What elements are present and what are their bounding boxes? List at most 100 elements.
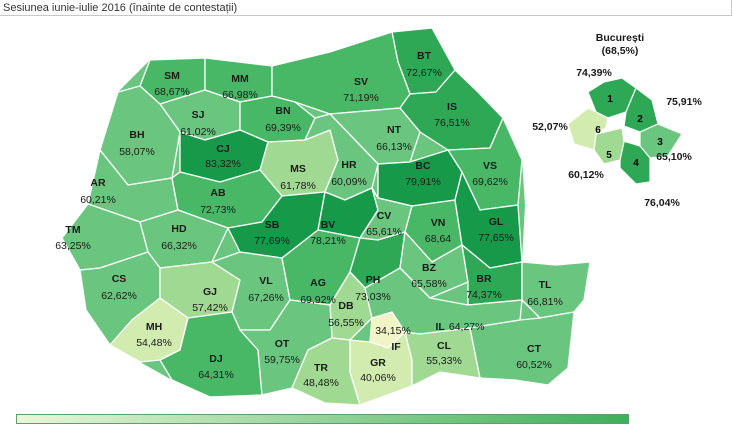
county-value-bh: 58,07% bbox=[119, 146, 155, 158]
county-code-is: IS bbox=[447, 101, 457, 113]
county-value-vn: 68,64 bbox=[425, 233, 451, 245]
sector-3-value: 65,10% bbox=[656, 151, 692, 163]
county-value-tl: 66,81% bbox=[527, 296, 563, 308]
county-code-vl: VL bbox=[259, 275, 273, 287]
county-value-cv: 65,61% bbox=[366, 226, 402, 238]
county-value-br: 74,37% bbox=[466, 289, 502, 301]
county-value-cl: 55,33% bbox=[426, 355, 462, 367]
county-value-mh: 54,48% bbox=[136, 337, 172, 349]
county-code-gj: GJ bbox=[203, 286, 217, 298]
sector-2-number: 2 bbox=[637, 114, 643, 125]
county-code-tm: TM bbox=[65, 224, 80, 236]
county-value-db: 56,55% bbox=[328, 317, 364, 329]
county-value-tr: 48,48% bbox=[303, 377, 339, 389]
county-code-cl: CL bbox=[437, 340, 452, 352]
county-code-gl: GL bbox=[489, 216, 504, 228]
county-value-vl: 67,26% bbox=[248, 292, 284, 304]
county-value-is: 76,51% bbox=[434, 117, 470, 129]
county-cl bbox=[404, 327, 481, 387]
sector-2-value: 75,91% bbox=[666, 96, 702, 108]
sector-6-shape bbox=[567, 107, 609, 151]
county-code-hd: HD bbox=[171, 223, 187, 235]
county-value-if: 34,15% bbox=[375, 325, 411, 337]
header: Sesiunea iunie-iulie 2016 (înainte de co… bbox=[0, 0, 732, 16]
county-dj bbox=[159, 311, 263, 398]
county-value-gj: 57,42% bbox=[192, 302, 228, 314]
county-code-ph: PH bbox=[366, 274, 381, 286]
county-value-ar: 60,21% bbox=[80, 194, 116, 206]
county-code-tl: TL bbox=[539, 279, 552, 291]
county-code-sv: SV bbox=[354, 76, 368, 88]
county-code-mh: MH bbox=[146, 321, 162, 333]
county-value-sj: 61,02% bbox=[180, 126, 216, 138]
county-ct bbox=[469, 311, 575, 386]
sector-6-value: 52,07% bbox=[532, 121, 568, 133]
county-value-ab: 72,73% bbox=[200, 204, 236, 216]
sector-5-number: 5 bbox=[606, 150, 612, 161]
county-code-br: BR bbox=[476, 273, 492, 285]
sector-3-number: 3 bbox=[657, 137, 663, 148]
county-value-bn: 69,39% bbox=[265, 122, 301, 134]
county-code-ar: AR bbox=[90, 177, 106, 189]
county-value-vs: 69,62% bbox=[472, 176, 508, 188]
county-value-cj: 83,32% bbox=[205, 158, 241, 170]
county-code-bv: BV bbox=[321, 219, 336, 231]
sector-1-number: 1 bbox=[607, 94, 613, 105]
county-label-il: IL 64,27% bbox=[436, 321, 485, 333]
map-title: Sesiunea iunie-iulie 2016 (înainte de co… bbox=[3, 2, 238, 14]
county-value-dj: 64,31% bbox=[198, 369, 234, 381]
county-value-gr: 40,06% bbox=[360, 372, 396, 384]
bucharest-total: (68,5%) bbox=[602, 45, 639, 57]
county-value-tm: 63,25% bbox=[55, 240, 91, 252]
county-code-sj: SJ bbox=[192, 109, 205, 121]
county-code-cv: CV bbox=[377, 210, 392, 222]
county-value-mm: 66,98% bbox=[222, 89, 258, 101]
sector-4-value: 76,04% bbox=[644, 197, 680, 209]
county-code-nt: NT bbox=[387, 124, 402, 136]
county-code-ag: AG bbox=[310, 277, 326, 289]
county-value-cs: 62,62% bbox=[101, 290, 137, 302]
county-value-hr: 60,09% bbox=[331, 176, 367, 188]
county-value-gl: 77,65% bbox=[478, 232, 514, 244]
legend-bar bbox=[16, 414, 629, 424]
county-code-bc: BC bbox=[415, 160, 431, 172]
county-value-bz: 65,58% bbox=[411, 278, 447, 290]
sector-1-value: 74,39% bbox=[576, 67, 612, 79]
county-value-ph: 73,03% bbox=[355, 291, 391, 303]
county-value-ms: 61,78% bbox=[280, 180, 316, 192]
county-value-bt: 72,67% bbox=[406, 67, 442, 79]
county-code-bh: BH bbox=[129, 129, 144, 141]
sector-4-shape bbox=[619, 139, 651, 185]
county-code-sb: SB bbox=[265, 219, 280, 231]
county-value-sm: 68,67% bbox=[154, 86, 190, 98]
sector-4-number: 4 bbox=[633, 158, 639, 169]
county-code-ms: MS bbox=[290, 163, 306, 175]
county-code-tr: TR bbox=[314, 362, 328, 374]
county-code-mm: MM bbox=[231, 73, 249, 85]
county-value-bv: 78,21% bbox=[310, 235, 346, 247]
sector-6-number: 6 bbox=[595, 125, 601, 136]
county-code-db: DB bbox=[338, 300, 354, 312]
county-value-sb: 77,69% bbox=[254, 235, 290, 247]
county-tl bbox=[521, 261, 591, 319]
county-code-vs: VS bbox=[483, 160, 497, 172]
county-code-ot: OT bbox=[275, 338, 290, 350]
county-code-gr: GR bbox=[370, 357, 386, 369]
county-value-ag: 69,92% bbox=[300, 294, 336, 306]
county-code-bn: BN bbox=[275, 105, 290, 117]
bucharest-title: București bbox=[596, 32, 645, 44]
county-code-if: IF bbox=[391, 341, 401, 353]
county-code-ct: CT bbox=[527, 343, 542, 355]
sector-5-value: 60,12% bbox=[568, 169, 604, 181]
county-code-bt: BT bbox=[417, 50, 432, 62]
county-value-sv: 71,19% bbox=[343, 92, 379, 104]
county-code-cs: CS bbox=[112, 273, 127, 285]
county-value-ct: 60,52% bbox=[516, 359, 552, 371]
county-code-ab: AB bbox=[210, 187, 226, 199]
county-value-hd: 66,32% bbox=[161, 240, 197, 252]
county-value-nt: 66,13% bbox=[376, 141, 412, 153]
county-code-hr: HR bbox=[341, 159, 357, 171]
county-value-ot: 59,75% bbox=[264, 354, 300, 366]
county-code-sm: SM bbox=[164, 70, 180, 82]
